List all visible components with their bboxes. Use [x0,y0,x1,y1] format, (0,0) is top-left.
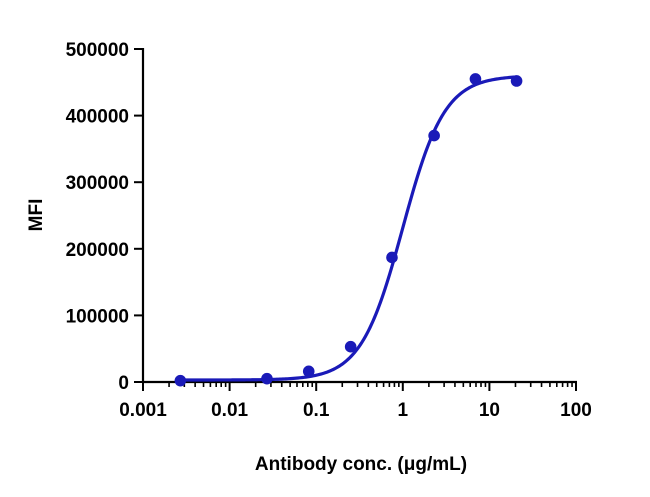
y-tick-label: 200000 [66,240,129,261]
x-tick-label: 0.001 [119,400,167,421]
data-point [302,365,315,378]
y-tick-label: 0 [118,373,129,394]
data-point [261,372,273,385]
y-tick-label: 500000 [66,40,129,61]
x-axis: 0.001 0.01 0.1 1 10 100 [119,380,592,421]
plot-area [174,73,523,387]
y-tick-label: 400000 [66,107,129,128]
y-axis: 0 100000 200000 300000 400000 500000 [66,40,145,394]
fit-curve [180,75,517,382]
data-point [174,374,187,387]
data-point [344,340,357,353]
data-point [510,75,523,87]
x-axis-title: Antibody conc. (μg/mL) [255,454,467,475]
data-point [469,73,482,85]
x-tick-label: 1 [398,400,409,421]
x-tick-label: 0.1 [303,400,330,421]
y-axis-title: MFI [26,199,47,232]
x-tick-label: 100 [560,400,592,421]
y-tick-label: 300000 [66,173,129,194]
x-tick-label: 10 [479,400,500,421]
x-tick-label: 0.01 [211,400,248,421]
y-tick-label: 100000 [66,306,129,327]
data-point [386,251,398,264]
data-point [428,129,440,142]
